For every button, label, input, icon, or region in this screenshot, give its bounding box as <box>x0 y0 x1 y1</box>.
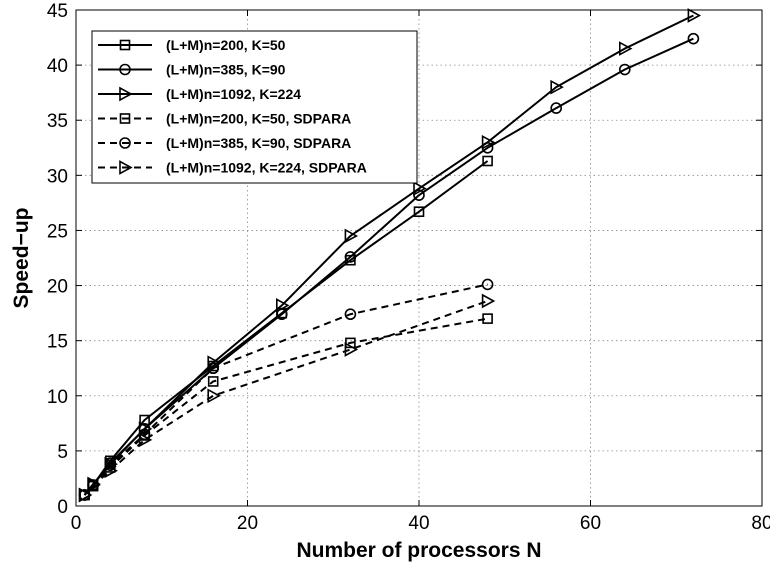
data-point <box>687 32 700 45</box>
data-point <box>481 293 496 309</box>
legend-item: (L+M)n=385, K=90, SDPARA <box>98 135 351 151</box>
legend-item: (L+M)n=200, K=50, SDPARA <box>98 111 351 127</box>
x-axis-title: Number of processors N <box>296 539 541 562</box>
legend-item: (L+M)n=200, K=50 <box>98 37 286 53</box>
legend-marker <box>119 160 133 175</box>
y-tick-label: 25 <box>47 221 68 242</box>
y-tick-label: 40 <box>47 56 68 77</box>
data-point <box>550 102 563 114</box>
x-tick-label: 40 <box>408 513 429 534</box>
legend-marker <box>119 39 131 51</box>
legend-item: (L+M)n=1092, K=224, SDPARA <box>98 160 367 176</box>
series-line <box>83 300 488 496</box>
data-point <box>482 313 493 324</box>
legend-marker <box>119 86 133 102</box>
legend-marker <box>119 113 131 124</box>
x-tick-label: 0 <box>71 513 82 534</box>
data-point <box>207 376 219 387</box>
legend-item: (L+M)n=1092, K=224 <box>98 86 301 102</box>
data-point <box>138 432 153 448</box>
y-tick-label: 5 <box>57 442 68 463</box>
data-point <box>87 477 101 493</box>
data-point <box>344 342 359 357</box>
ticks: 0 20 40 60 80 0 5 10 15 20 25 30 35 40 45 <box>47 1 770 534</box>
data-point <box>207 355 221 371</box>
y-tick-label: 30 <box>47 166 68 187</box>
data-point <box>78 487 93 503</box>
data-point <box>618 63 631 76</box>
data-point <box>481 278 494 291</box>
data-point <box>413 206 425 218</box>
data-point <box>481 134 496 150</box>
legend-label: (L+M)n=1092, K=224 <box>166 86 301 102</box>
data-point <box>618 41 633 56</box>
y-tick-label: 0 <box>57 497 68 518</box>
data-point <box>550 79 564 95</box>
data-point <box>413 181 427 196</box>
legend-marker <box>119 137 131 149</box>
series-layer <box>78 8 702 503</box>
data-point <box>275 298 290 313</box>
data-point <box>482 155 493 167</box>
data-point <box>207 362 219 375</box>
data-point <box>344 308 357 321</box>
legend-label: (L+M)n=385, K=90, SDPARA <box>166 135 351 151</box>
y-tick-label: 20 <box>47 277 68 298</box>
legend-item: (L+M)n=385, K=90 <box>98 62 286 78</box>
series-6 <box>78 293 496 503</box>
legend-label: (L+M)n=385, K=90 <box>166 62 286 78</box>
data-point <box>138 421 153 437</box>
legend-box <box>91 30 418 184</box>
data-point <box>344 251 357 263</box>
legend-label: (L+M)n=200, K=50 <box>166 37 286 53</box>
y-tick-label: 15 <box>47 332 68 353</box>
x-tick-label: 20 <box>237 513 258 534</box>
series-line <box>83 14 694 496</box>
data-point <box>687 8 702 23</box>
x-tick-label: 60 <box>580 513 601 534</box>
y-tick-label: 35 <box>47 111 68 132</box>
y-axis-title: Speed−up <box>10 208 33 309</box>
legend-marker <box>119 63 131 76</box>
legend: (L+M)n=200, K=50 (L+M)n=385, K=90 (L+M)n=1… <box>91 30 418 184</box>
legend-label: (L+M)n=200, K=50, SDPARA <box>166 111 351 127</box>
x-tick-label: 80 <box>751 513 770 534</box>
data-point <box>207 388 221 404</box>
legend-label: (L+M)n=1092, K=224, SDPARA <box>166 160 367 176</box>
data-point <box>104 463 118 479</box>
y-tick-label: 45 <box>47 1 68 22</box>
grid <box>76 10 762 506</box>
data-point <box>344 228 359 244</box>
y-tick-label: 10 <box>47 387 68 408</box>
